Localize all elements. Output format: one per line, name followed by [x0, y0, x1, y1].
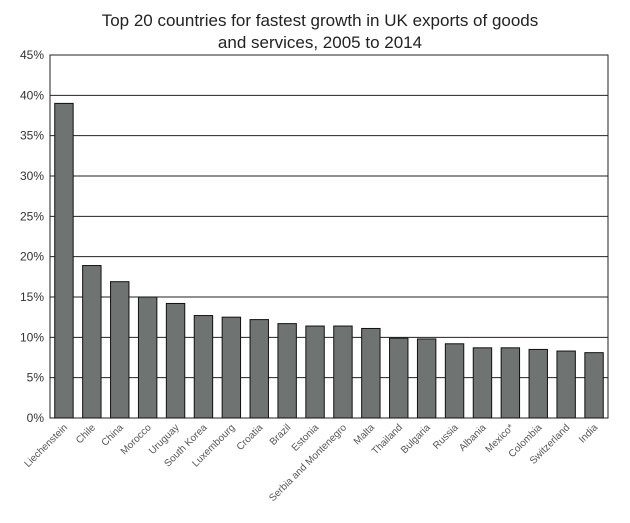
- y-tick-label: 5%: [27, 371, 45, 385]
- bar: [277, 323, 297, 419]
- bar: [389, 337, 409, 419]
- x-tick-label: Liechenstein: [23, 422, 70, 469]
- bar: [416, 338, 437, 419]
- chart-title-line-1: Top 20 countries for fastest growth in U…: [101, 11, 539, 30]
- bar: [249, 319, 269, 419]
- x-tick-label: Bulgaria: [399, 422, 433, 456]
- bar: [528, 348, 548, 419]
- bar: [305, 325, 325, 419]
- bar: [165, 302, 186, 419]
- y-tick-label: 40%: [20, 88, 44, 102]
- y-tick-label: 35%: [20, 129, 44, 143]
- bar: [54, 102, 74, 419]
- bar: [472, 347, 493, 419]
- plot-frame: [49, 54, 609, 419]
- y-tick-label: 10%: [20, 330, 44, 344]
- x-tick-label: Russia: [431, 422, 461, 452]
- y-tick-label: 45%: [20, 48, 44, 62]
- y-tick-label: 20%: [20, 250, 44, 264]
- x-tick-label: Chile: [74, 422, 98, 446]
- x-tick-label: Croatia: [235, 422, 266, 453]
- y-tick-label: 0%: [27, 411, 45, 425]
- chart-title: Top 20 countries for fastest growth in U…: [40, 10, 600, 54]
- bar: [333, 325, 353, 419]
- chart-title-line-2: and services, 2005 to 2014: [217, 33, 423, 52]
- bar: [82, 265, 102, 419]
- x-tick-label: India: [577, 422, 600, 445]
- y-tick-label: 15%: [20, 290, 44, 304]
- x-tick-label: China: [100, 422, 127, 449]
- bar: [444, 343, 465, 419]
- bar: [500, 347, 521, 419]
- x-tick-label: Thailand: [370, 422, 405, 457]
- x-tick-label: Malta: [352, 422, 377, 447]
- bar: [193, 315, 214, 419]
- bar: [110, 281, 130, 419]
- bar: [221, 316, 242, 419]
- bar: [556, 350, 576, 419]
- y-tick-label: 30%: [20, 169, 44, 183]
- bar: [584, 352, 604, 419]
- y-tick-label: 25%: [20, 209, 44, 223]
- x-tick-label: Brazil: [268, 422, 293, 447]
- bar: [361, 327, 381, 419]
- bar: [137, 296, 158, 419]
